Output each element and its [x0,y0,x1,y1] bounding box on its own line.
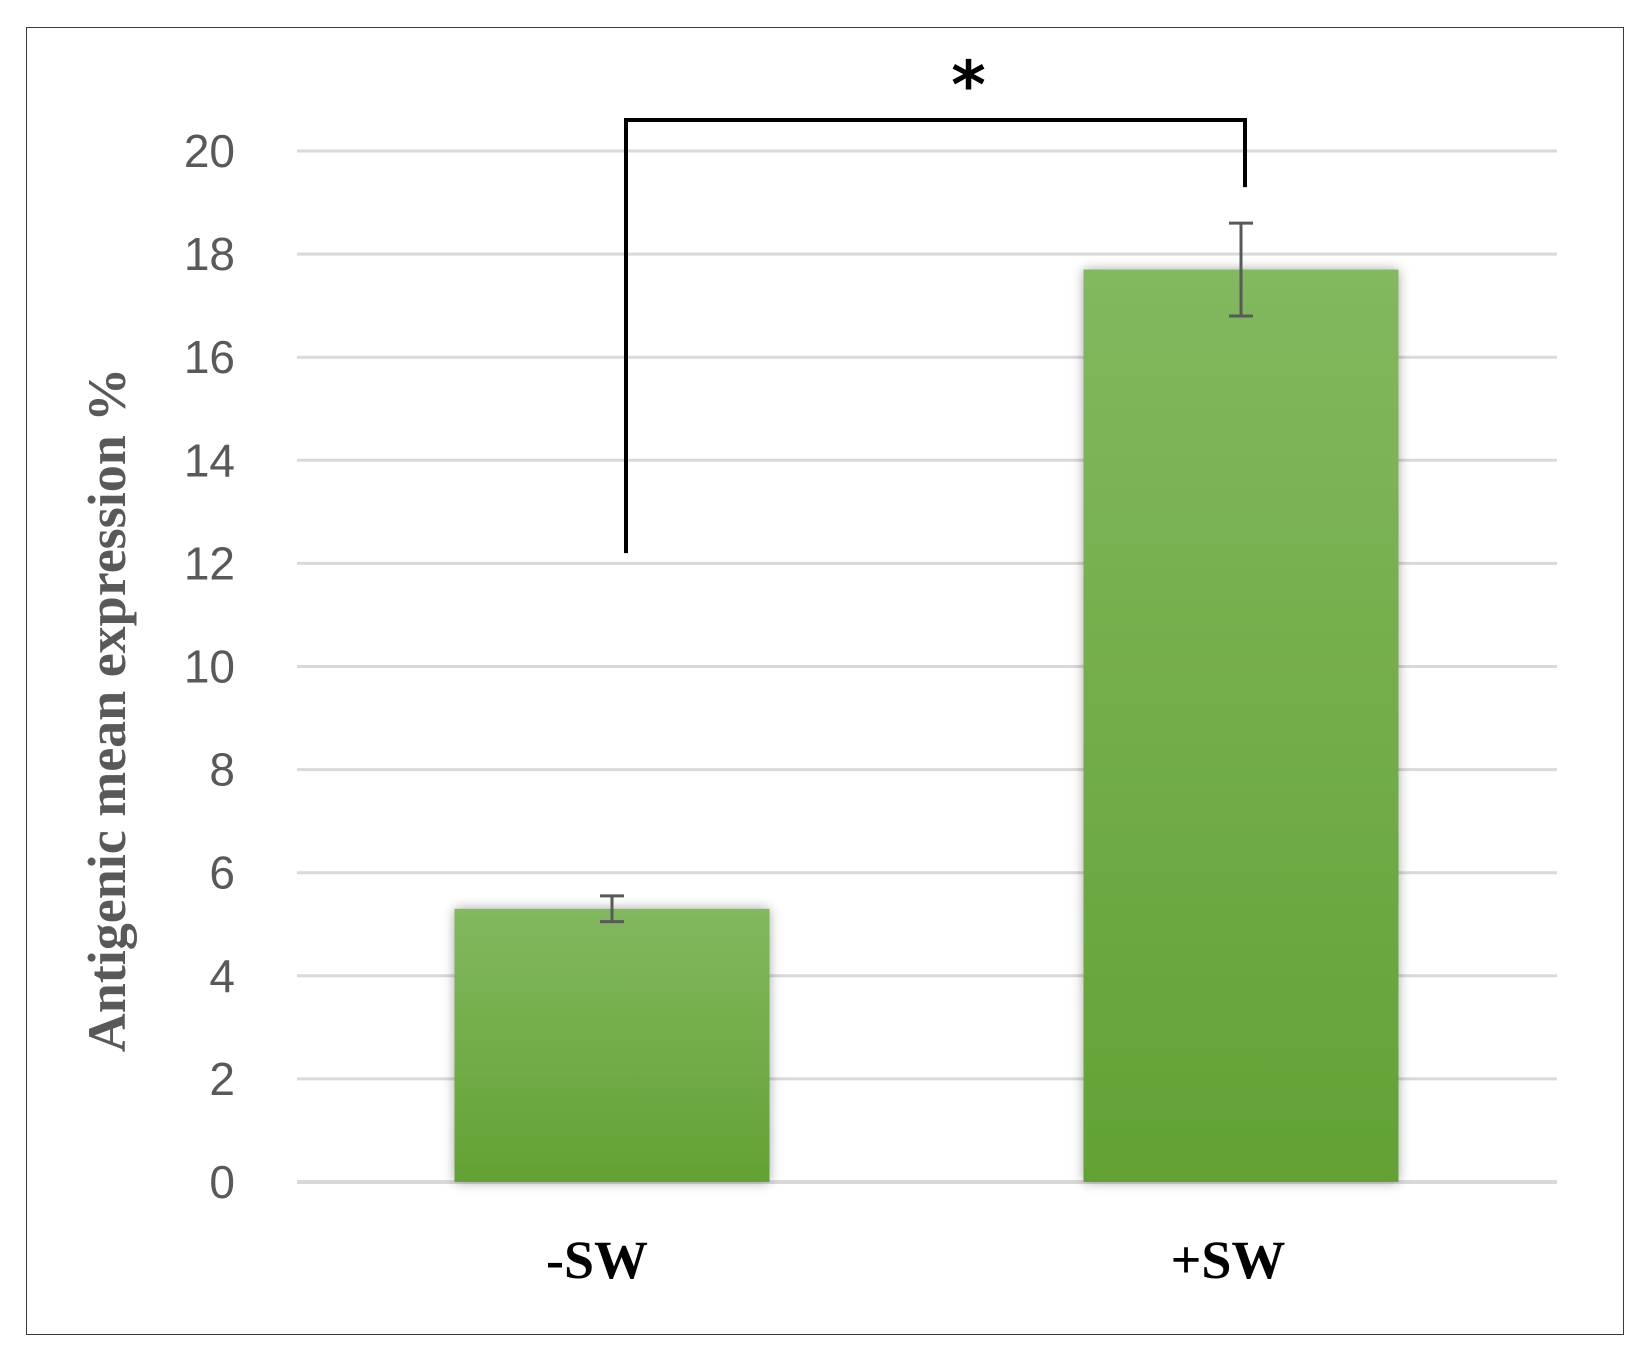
y-tick-label: 4 [209,950,235,1002]
bar-2 [1083,269,1399,1182]
significance-bracket-line [624,118,1247,554]
bars [454,269,1399,1182]
x-axis-labels: -SW +SW [546,1230,1285,1290]
y-tick-label: 18 [184,228,235,280]
y-tick-label: 20 [184,125,235,177]
bar-1 [454,908,770,1182]
error-bars [600,221,1253,924]
y-tick-label: 8 [209,744,235,796]
y-tick-label: 10 [184,641,235,693]
y-tick-label: 14 [184,434,235,486]
y-tick-label: 16 [184,331,235,383]
error-bar-2 [1229,221,1253,318]
y-tick-label: 0 [209,1156,235,1208]
x-category-label: -SW [546,1230,648,1290]
y-tick-label: 6 [209,847,235,899]
significance-bracket: * [624,47,1247,554]
y-axis-title: Antigenic mean expression % [77,368,137,1053]
y-tick-label: 2 [209,1053,235,1105]
x-category-label: +SW [1171,1230,1286,1290]
significance-star: * [951,47,986,124]
error-bar-1 [600,894,624,924]
y-tick-label: 12 [184,537,235,589]
y-axis-ticks: 0 2 4 6 8 10 12 14 16 18 20 [184,125,235,1208]
